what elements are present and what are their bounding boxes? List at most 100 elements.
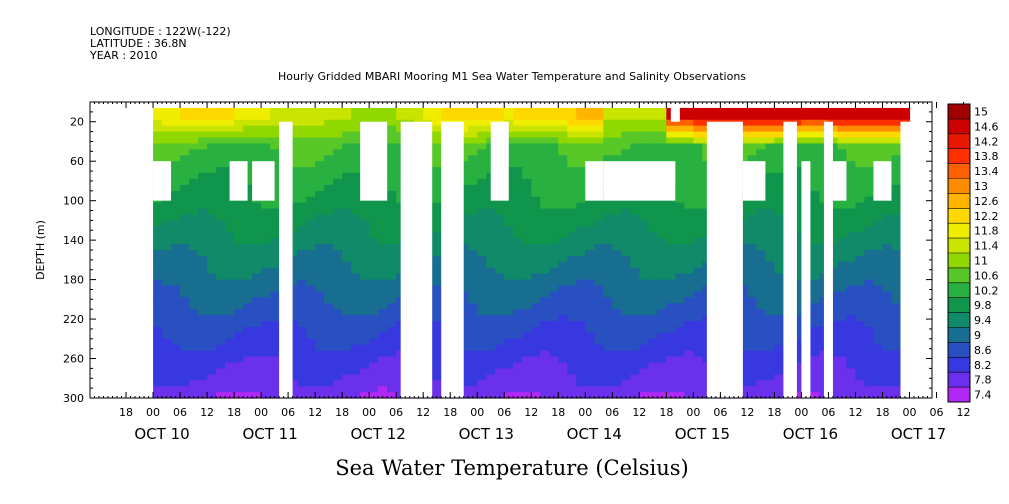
heatmap-cell xyxy=(513,250,523,257)
heatmap-cell xyxy=(612,386,622,393)
heatmap-cell xyxy=(693,226,703,233)
heatmap-cell xyxy=(162,107,172,115)
heatmap-cell xyxy=(486,279,496,287)
heatmap-cell xyxy=(765,303,776,310)
heatmap-cell xyxy=(585,380,595,387)
heatmap-cell xyxy=(351,362,361,369)
heatmap-cell xyxy=(855,178,866,186)
heatmap-cell xyxy=(468,267,478,275)
heatmap-cell xyxy=(378,232,388,239)
heatmap-cell xyxy=(261,380,271,387)
heatmap-cell xyxy=(621,285,631,293)
heatmap-cell xyxy=(774,149,785,156)
heatmap-cell xyxy=(603,297,613,304)
heatmap-cell xyxy=(810,297,821,304)
heatmap-cell xyxy=(252,356,262,364)
heatmap-cell xyxy=(342,267,352,275)
heatmap-cell xyxy=(216,303,226,310)
heatmap-cell xyxy=(864,167,875,174)
heatmap-cell xyxy=(477,244,487,251)
heatmap-cell xyxy=(540,344,550,352)
heatmap-cell xyxy=(891,374,902,381)
heatmap-cell xyxy=(891,167,902,174)
heatmap-cell xyxy=(207,149,217,156)
colorbar-label: 10.6 xyxy=(974,269,999,282)
heatmap-cell xyxy=(225,232,235,239)
heatmap-cell xyxy=(153,131,163,139)
heatmap-cell xyxy=(252,267,262,275)
heatmap-cell xyxy=(639,250,649,257)
chart-caption: Sea Water Temperature (Celsius) xyxy=(335,456,689,480)
heatmap-cell xyxy=(180,214,190,221)
heatmap-cell xyxy=(306,315,316,322)
heatmap-cell xyxy=(333,131,343,139)
heatmap-cell xyxy=(675,338,685,346)
heatmap-cell xyxy=(153,285,163,293)
heatmap-cell xyxy=(234,380,244,387)
heatmap-cell xyxy=(351,374,361,381)
heatmap-cell xyxy=(288,279,298,287)
heatmap-cell xyxy=(387,125,397,133)
heatmap-cell xyxy=(180,303,190,310)
heatmap-cell xyxy=(378,392,388,399)
heatmap-cell xyxy=(306,250,316,257)
heatmap-cell xyxy=(477,380,487,387)
y-tick-label: 300 xyxy=(63,392,84,405)
heatmap-cell xyxy=(369,368,379,375)
heatmap-cell xyxy=(837,309,848,316)
heatmap-cell xyxy=(225,155,235,162)
heatmap-cell xyxy=(531,161,541,168)
heatmap-cell xyxy=(180,338,190,346)
heatmap-cell xyxy=(576,303,586,310)
heatmap-cell xyxy=(675,261,685,269)
heatmap-cell xyxy=(567,226,577,233)
heatmap-cell xyxy=(360,297,370,304)
heatmap-cell xyxy=(468,155,478,162)
heatmap-cell xyxy=(333,125,343,133)
heatmap-cell xyxy=(774,113,785,121)
heatmap-cell xyxy=(198,238,208,245)
heatmap-cell xyxy=(243,214,253,221)
heatmap-cell xyxy=(810,137,821,145)
heatmap-cell xyxy=(594,374,604,381)
heatmap-cell xyxy=(639,273,649,281)
heatmap-cell xyxy=(846,350,857,358)
heatmap-cell xyxy=(513,167,523,174)
heatmap-cell xyxy=(774,214,785,221)
heatmap-cell xyxy=(882,374,893,381)
heatmap-cell xyxy=(351,149,361,156)
heatmap-cell xyxy=(558,155,568,162)
heatmap-cell xyxy=(792,291,803,298)
heatmap-cell xyxy=(477,226,487,233)
heatmap-cell xyxy=(792,392,803,399)
heatmap-cell xyxy=(207,137,217,145)
heatmap-cell xyxy=(891,326,902,334)
heatmap-cell xyxy=(747,125,757,133)
heatmap-cell xyxy=(306,155,316,162)
heatmap-cell xyxy=(747,291,757,298)
heatmap-cell xyxy=(603,380,613,387)
heatmap-cell xyxy=(351,250,361,257)
heatmap-cell xyxy=(576,374,586,381)
heatmap-cell xyxy=(855,368,866,375)
colorbar-label: 10.2 xyxy=(974,284,999,297)
heatmap-cell xyxy=(630,255,640,263)
heatmap-cell xyxy=(495,244,505,251)
heatmap-cell xyxy=(612,380,622,387)
heatmap-cell xyxy=(522,137,532,145)
heatmap-cell xyxy=(720,113,730,121)
heatmap-cell xyxy=(189,273,199,281)
heatmap-cell xyxy=(873,220,884,227)
heatmap-cell xyxy=(558,226,568,233)
heatmap-cell xyxy=(837,255,848,263)
heatmap-cell xyxy=(270,232,280,239)
heatmap-cell xyxy=(549,392,559,399)
heatmap-cell xyxy=(864,344,875,352)
heatmap-cell xyxy=(855,113,866,121)
heatmap-cell xyxy=(261,392,271,399)
heatmap-cell xyxy=(810,392,821,399)
heatmap-cell xyxy=(747,267,757,275)
heatmap-cell xyxy=(540,119,550,127)
heatmap-cell xyxy=(810,196,821,204)
heatmap-cell xyxy=(513,267,523,275)
